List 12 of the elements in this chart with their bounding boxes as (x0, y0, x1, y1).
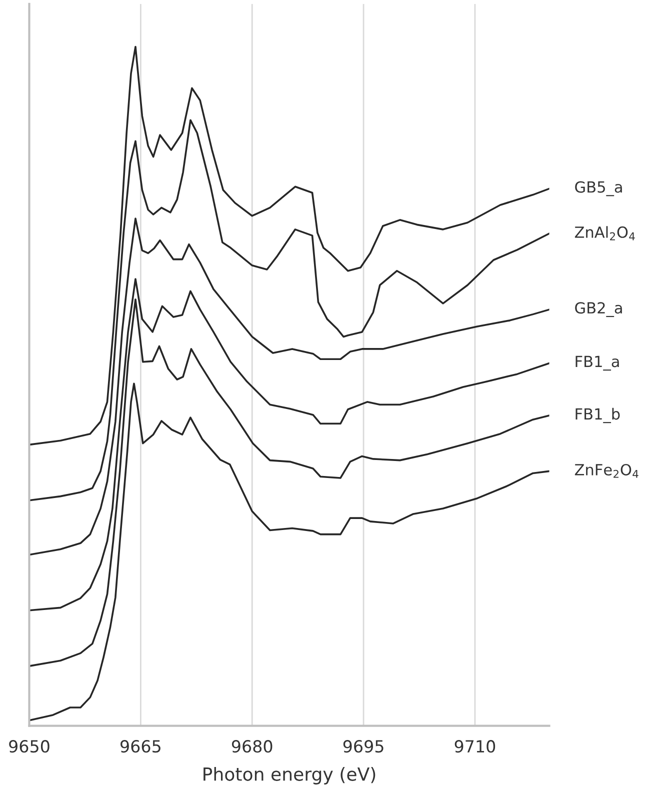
series-label: GB2_a (575, 302, 622, 318)
series-label: ZnAl$_{2}$O$_{4}$ (574, 226, 635, 240)
x-tick-label: 9665 (120, 740, 160, 753)
x-tick-label: 9710 (454, 740, 496, 753)
series-label: GB5_a (575, 181, 622, 196)
series-label: FB1_a (576, 356, 619, 371)
series-label: ZnFe$_{2}$O$_{4}$ (574, 464, 638, 478)
x-tick-label: 9680 (232, 740, 272, 753)
series-label: FB1_b (576, 408, 620, 424)
x-axis-title: Photon energy (eV) (204, 766, 376, 784)
x-tick-label: 9650 (9, 740, 50, 753)
x-tick-label: 9695 (343, 740, 384, 753)
